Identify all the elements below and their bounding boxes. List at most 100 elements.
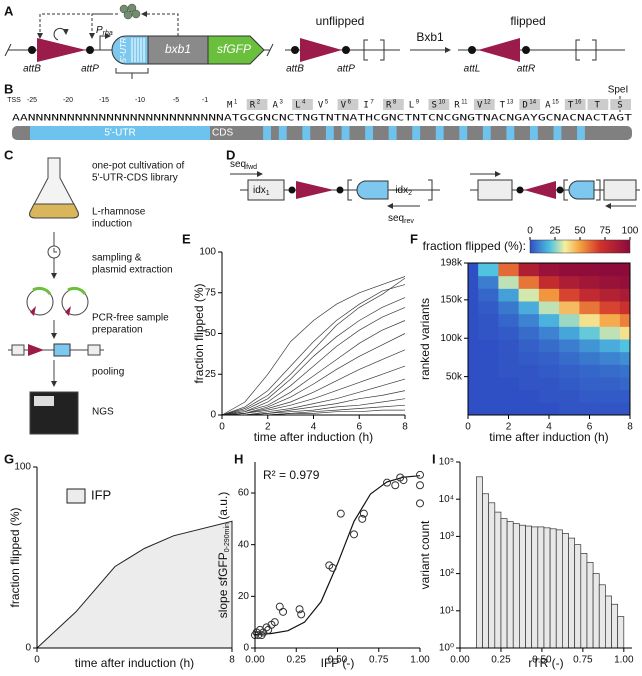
heat-cell [579, 288, 601, 302]
variable-stripe [435, 126, 444, 140]
heat-cell [498, 301, 520, 315]
heat-cell [468, 351, 479, 365]
histogram-bar [482, 493, 490, 649]
heat-cell [518, 389, 540, 403]
y-tick-label: 10⁰ [439, 643, 454, 654]
heat-cell [559, 364, 580, 378]
residue: T [500, 101, 506, 111]
promoter-label: Prha [96, 25, 113, 38]
variable-stripe [459, 126, 468, 140]
heat-cell [468, 288, 479, 302]
x-tick-label: 2 [506, 422, 512, 433]
colorbar-tick-label: 75 [599, 226, 611, 237]
colorbar-tick-label: 100 [622, 226, 639, 237]
data-line [221, 277, 406, 416]
residue-number: 15 [552, 100, 559, 106]
heat-cell [538, 377, 560, 391]
heat-cell [538, 263, 560, 277]
panel-label: E [182, 231, 191, 246]
residue: D [522, 101, 527, 111]
histogram-bar [617, 616, 625, 649]
y-tick-label: 0 [243, 643, 249, 654]
residue: S [617, 101, 622, 111]
y-tick-label: 25 [205, 369, 217, 380]
colorbar-tick-label: 0 [527, 226, 533, 237]
heat-cell [498, 275, 520, 289]
residue-box [428, 99, 450, 110]
residue-number: 2 [257, 100, 261, 106]
residue-number: 4 [302, 100, 306, 106]
heat-cell [619, 313, 631, 327]
y-tick-label: 10⁴ [439, 494, 454, 505]
heat-cell [478, 351, 499, 365]
heat-cell [599, 326, 621, 340]
primer-label-part: rev [404, 218, 414, 225]
y-tick-label: 10³ [440, 531, 455, 542]
residue-box [564, 99, 586, 110]
site-label: attP [337, 64, 355, 75]
variable-stripe [278, 126, 287, 140]
residue: T [568, 101, 574, 111]
index-label: -idx2 [392, 185, 412, 198]
data-point [350, 530, 358, 539]
heat-cell [518, 326, 540, 340]
site-dot [342, 46, 350, 54]
heat-cell [599, 263, 621, 277]
site-label: attL [464, 64, 481, 75]
heat-cell [579, 275, 601, 289]
heat-cell [478, 377, 499, 391]
panel-label: F [410, 231, 418, 246]
y-tick-label: 60 [238, 488, 250, 499]
promoter-cluster [119, 3, 141, 20]
site-label: attB [286, 64, 304, 75]
heat-cell [478, 364, 499, 378]
gene-label: bxb1 [165, 42, 191, 56]
att-triangle [37, 38, 86, 62]
x-tick-label: 8 [229, 655, 235, 666]
x-tick-label: 0 [34, 655, 40, 666]
x-tick-label: 0.75 [369, 655, 389, 666]
residue: R [386, 101, 392, 111]
y-tick-label: 10⁵ [439, 457, 454, 468]
heat-cell [619, 288, 631, 302]
variable-stripe [325, 126, 334, 140]
data-line [221, 320, 406, 416]
data-line [221, 349, 406, 416]
y-tick-label: 50 [205, 328, 217, 339]
heat-cell [579, 389, 601, 403]
heat-cell [579, 351, 601, 365]
workflow-step: NGS [92, 407, 114, 418]
histogram-bar [537, 526, 545, 649]
x-tick-label: 0.25 [287, 655, 307, 666]
residue-number: 7 [370, 100, 374, 106]
panel-label: C [4, 147, 14, 162]
y-tick-label: 0 [25, 643, 31, 654]
workflow-step: pooling [92, 367, 124, 378]
heat-cell [538, 389, 560, 403]
utr-block [568, 180, 595, 200]
site-label: SpeI [608, 85, 629, 96]
variable-stripe [506, 126, 515, 140]
heat-cell [518, 364, 540, 378]
heat-cell [559, 351, 580, 365]
data-point [328, 563, 337, 572]
site-dot [291, 46, 299, 54]
data-point [275, 602, 284, 611]
index-label-part: idx [253, 185, 266, 196]
heat-cell [498, 377, 520, 391]
residue: R [250, 101, 256, 111]
panel-label: D [226, 147, 235, 162]
sequence: AANNNNNNNNNNNNNNNNNNNNNNNNNATGCGNCNCTNGT… [12, 114, 633, 124]
histogram-bar [568, 537, 576, 649]
x-tick-label: 0.00 [450, 655, 470, 666]
workflow-step: induction [92, 219, 132, 230]
heat-cell [559, 339, 580, 353]
heat-cell [478, 275, 499, 289]
att-triangle [296, 181, 334, 199]
heat-cell [619, 263, 631, 277]
colorbar-tick-label: 25 [549, 226, 561, 237]
y-tick-label: 198k [440, 258, 463, 269]
heat-cell [599, 339, 621, 353]
heat-cell [599, 301, 621, 315]
workflow-step: L-rhamnose [92, 207, 146, 218]
